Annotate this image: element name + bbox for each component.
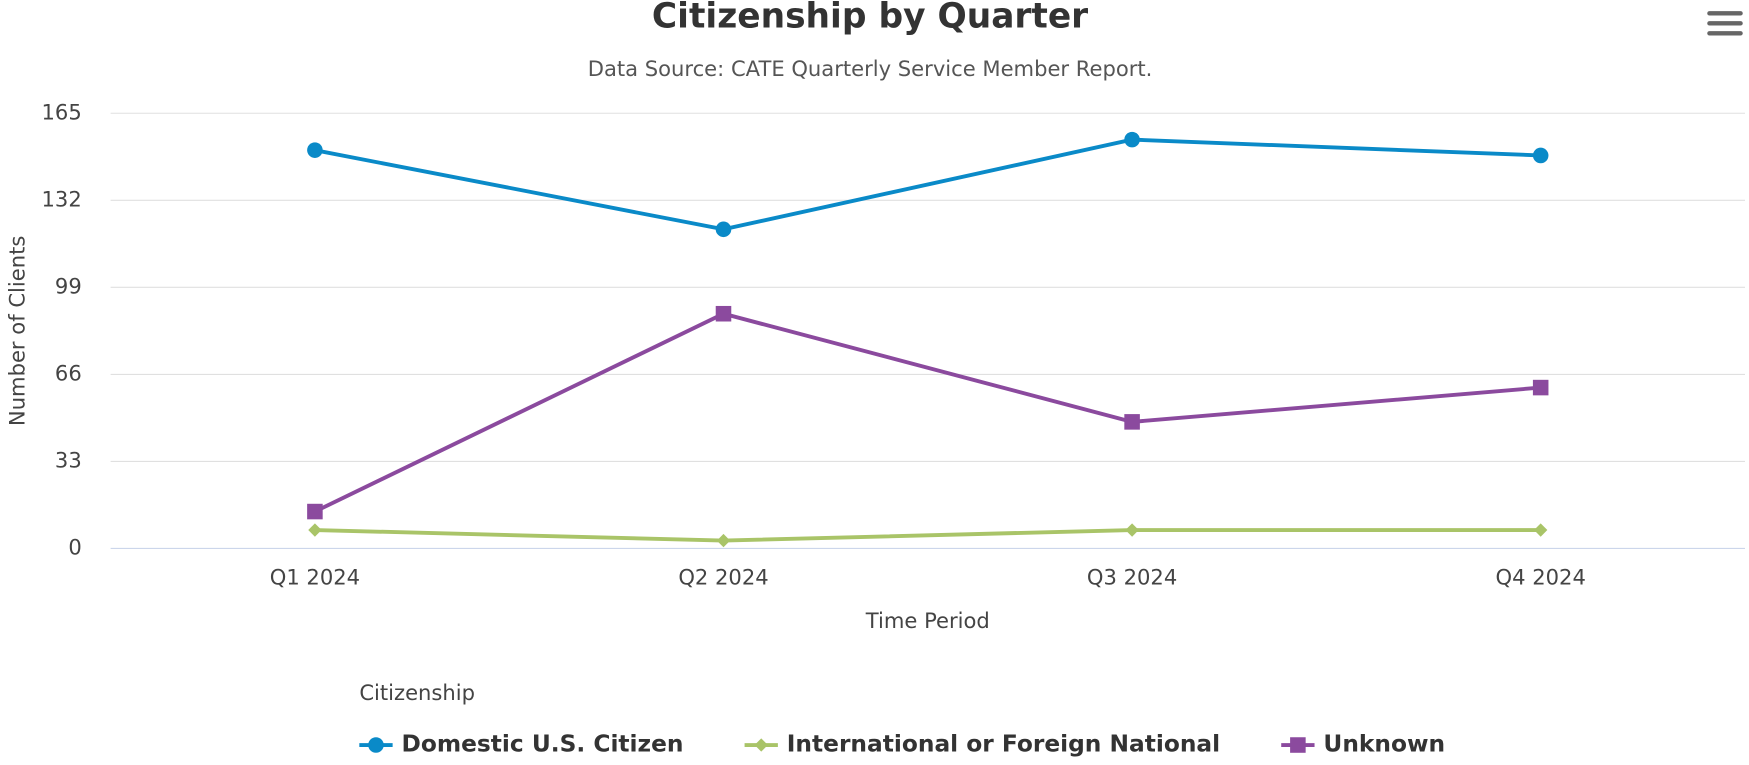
- menu-button[interactable]: [1707, 11, 1743, 36]
- series-line: [314, 311, 1541, 514]
- point: [1124, 131, 1140, 148]
- point: [1532, 379, 1549, 396]
- series-line: [314, 528, 1541, 543]
- point: [1534, 523, 1548, 537]
- chart-subtitle: Data Source: CATE Quarterly Service Memb…: [588, 56, 1153, 81]
- x-axis-label: Time Period: [865, 608, 990, 633]
- point: [715, 305, 732, 322]
- chart-title: Citizenship by Quarter: [652, 0, 1088, 36]
- y-tick-label: 33: [55, 447, 82, 472]
- point: [307, 503, 323, 520]
- legend-marker: [1290, 737, 1306, 753]
- menu-bar: [1707, 31, 1743, 36]
- legend-title: Citizenship: [359, 680, 475, 705]
- series-line: [314, 137, 1541, 232]
- menu-bar: [1707, 11, 1743, 16]
- legend-label: International or Foreign National: [787, 731, 1220, 758]
- legend-label: Unknown: [1323, 731, 1445, 758]
- point: [307, 142, 323, 158]
- x-tick-label: Q3 2024: [1087, 564, 1177, 589]
- y-tick-label: 132: [42, 186, 82, 211]
- point: [308, 523, 322, 537]
- y-axis-label: Number of Clients: [4, 236, 29, 426]
- y-tick-label: 99: [55, 273, 82, 298]
- point: [715, 221, 732, 238]
- menu-bar: [1707, 21, 1743, 26]
- y-tick-label: 66: [55, 360, 82, 385]
- x-tick-label: Q1 2024: [270, 564, 360, 589]
- point: [1532, 147, 1549, 164]
- x-tick-label: Q2 2024: [678, 564, 768, 589]
- y-tick-label: 0: [68, 534, 81, 559]
- legend-label: Domestic U.S. Citizen: [402, 731, 684, 758]
- point: [1125, 523, 1139, 537]
- x-tick-label: Q4 2024: [1496, 564, 1586, 589]
- legend-marker: [754, 738, 768, 752]
- point: [716, 533, 731, 548]
- y-tick-label: 165: [42, 99, 82, 124]
- point: [1124, 414, 1140, 430]
- legend-marker: [368, 737, 384, 753]
